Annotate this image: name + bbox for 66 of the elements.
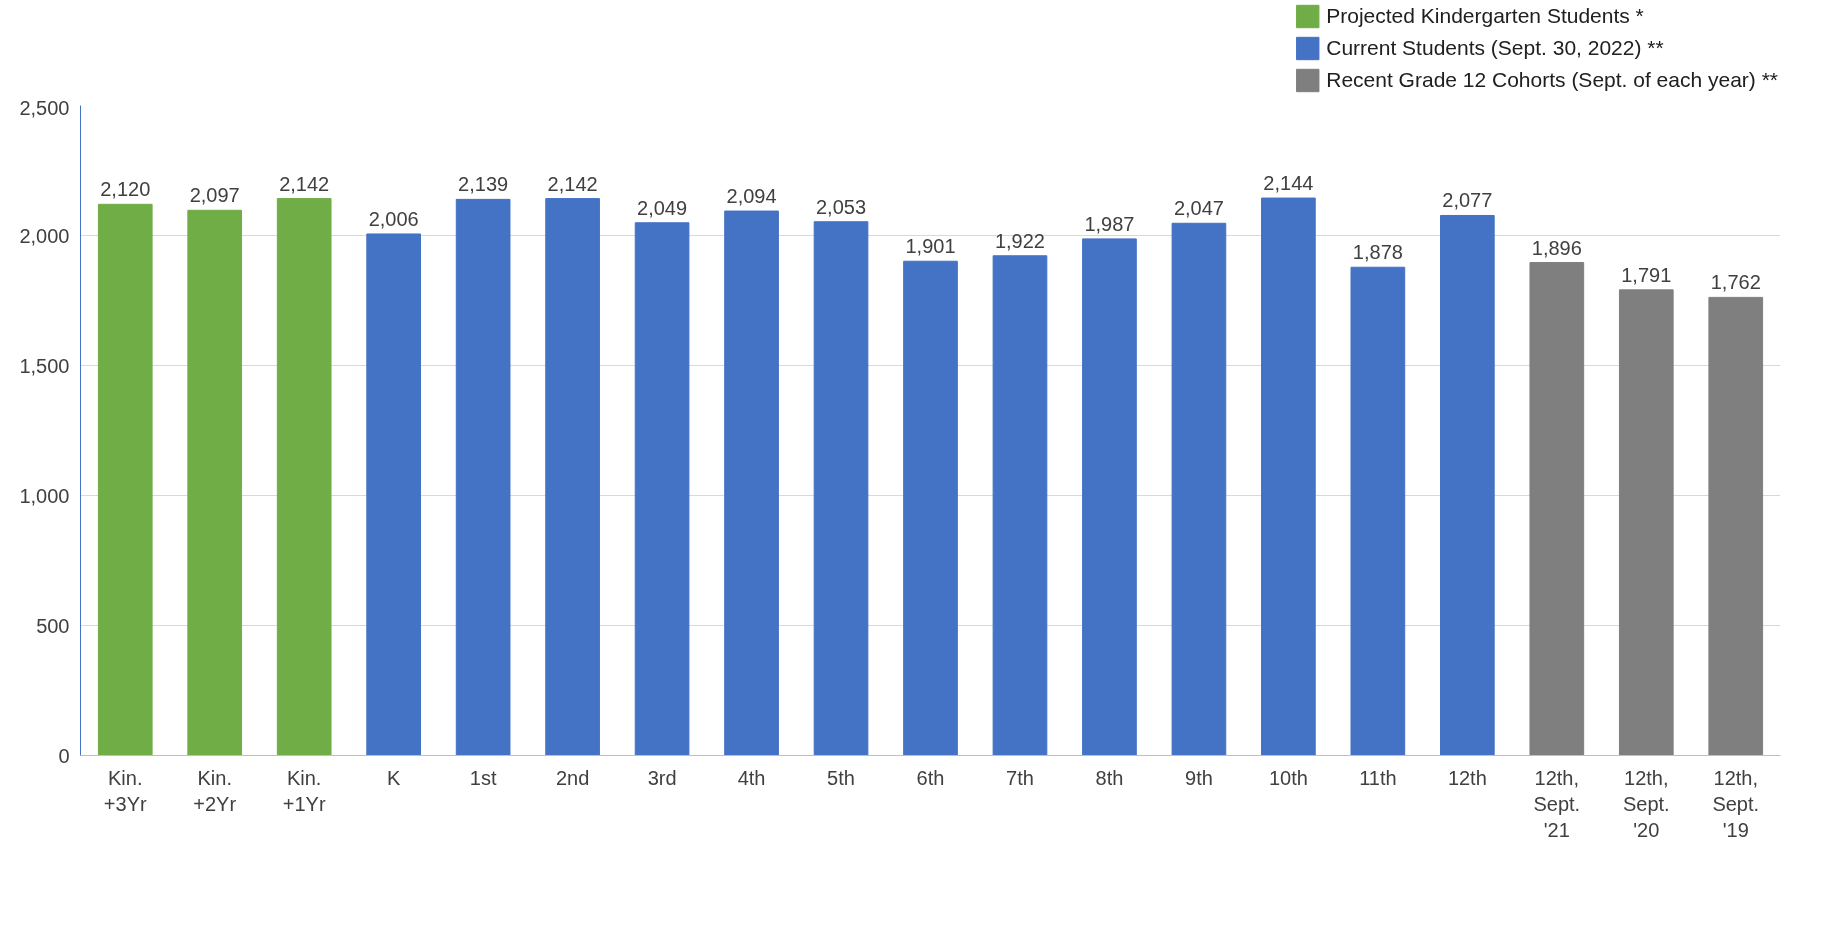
x-tick-label: 12th, Sept. '21 (1533, 766, 1581, 842)
y-tick-label: 1,000 (19, 484, 70, 507)
x-tick-label: 1st (469, 766, 497, 789)
data-label: 2,142 (547, 172, 598, 195)
y-tick-label: 500 (36, 614, 70, 637)
x-tick-label: 4th (737, 766, 766, 789)
data-label: 2,047 (1173, 197, 1224, 220)
data-label: 2,097 (189, 184, 240, 207)
x-tick-label: 12th, Sept. '20 (1622, 766, 1670, 842)
x-tick-label: K (386, 766, 401, 789)
bar (1440, 214, 1495, 756)
x-tick-label: Kin. +1Yr (282, 766, 326, 815)
bar (634, 222, 690, 756)
legend-label: Current Students (Sept. 30, 2022) ** (1326, 36, 1664, 60)
legend-label: Recent Grade 12 Cohorts (Sept. of each year) ** (1326, 68, 1778, 92)
x-tick-label: 7th (1006, 766, 1034, 789)
data-label: 1,762 (1710, 271, 1761, 294)
x-tick-label: 12th (1447, 766, 1487, 789)
bar (545, 198, 600, 756)
x-tick-label: 9th (1185, 766, 1213, 789)
x-tick-label: 3rd (647, 766, 677, 789)
data-label: 1,987 (1084, 212, 1135, 235)
data-label: 2,139 (458, 173, 509, 196)
x-tick-label: 8th (1095, 766, 1124, 789)
bar (1082, 238, 1137, 756)
bar (97, 203, 153, 756)
data-label: 2,120 (100, 178, 151, 201)
data-label: 1,878 (1352, 241, 1403, 264)
data-label: 2,077 (1442, 189, 1493, 212)
bar (813, 221, 869, 756)
y-tick-label: 2,000 (19, 224, 70, 247)
bar (992, 255, 1048, 756)
bar (455, 198, 511, 756)
data-label: 1,901 (905, 235, 956, 258)
data-label: 2,144 (1263, 172, 1314, 195)
x-tick-label: 10th (1268, 766, 1308, 789)
data-label: 1,922 (994, 229, 1046, 252)
x-tick-label: 2nd (555, 766, 590, 789)
data-label: 1,896 (1531, 236, 1582, 259)
bar (1708, 296, 1764, 756)
x-tick-label: Kin. +3Yr (103, 766, 147, 815)
y-tick-label: 0 (58, 744, 70, 767)
data-label: 2,142 (279, 172, 330, 195)
data-label: 2,053 (816, 195, 867, 218)
bar (1261, 197, 1316, 756)
bar (724, 210, 779, 756)
bar (187, 209, 243, 756)
data-label: 2,094 (726, 185, 777, 208)
bar (1618, 289, 1674, 756)
bar (366, 233, 421, 756)
x-tick-label: 5th (827, 766, 855, 789)
data-label: 2,006 (368, 207, 419, 230)
legend-label: Projected Kindergarten Students * (1326, 4, 1644, 28)
data-label: 2,049 (637, 196, 688, 219)
x-tick-label: 6th (916, 766, 945, 789)
x-tick-label: 12th, Sept. '19 (1712, 766, 1760, 842)
x-tick-label: Kin. +2Yr (193, 766, 237, 815)
x-tick-label: 11th (1359, 766, 1397, 789)
y-tick-label: 1,500 (19, 354, 70, 377)
bar (276, 198, 332, 756)
bar (1529, 262, 1585, 756)
y-tick-label: 2,500 (19, 96, 70, 119)
data-label: 1,791 (1621, 263, 1672, 286)
bar (903, 260, 958, 756)
bar (1171, 222, 1227, 756)
bar (1350, 266, 1406, 756)
